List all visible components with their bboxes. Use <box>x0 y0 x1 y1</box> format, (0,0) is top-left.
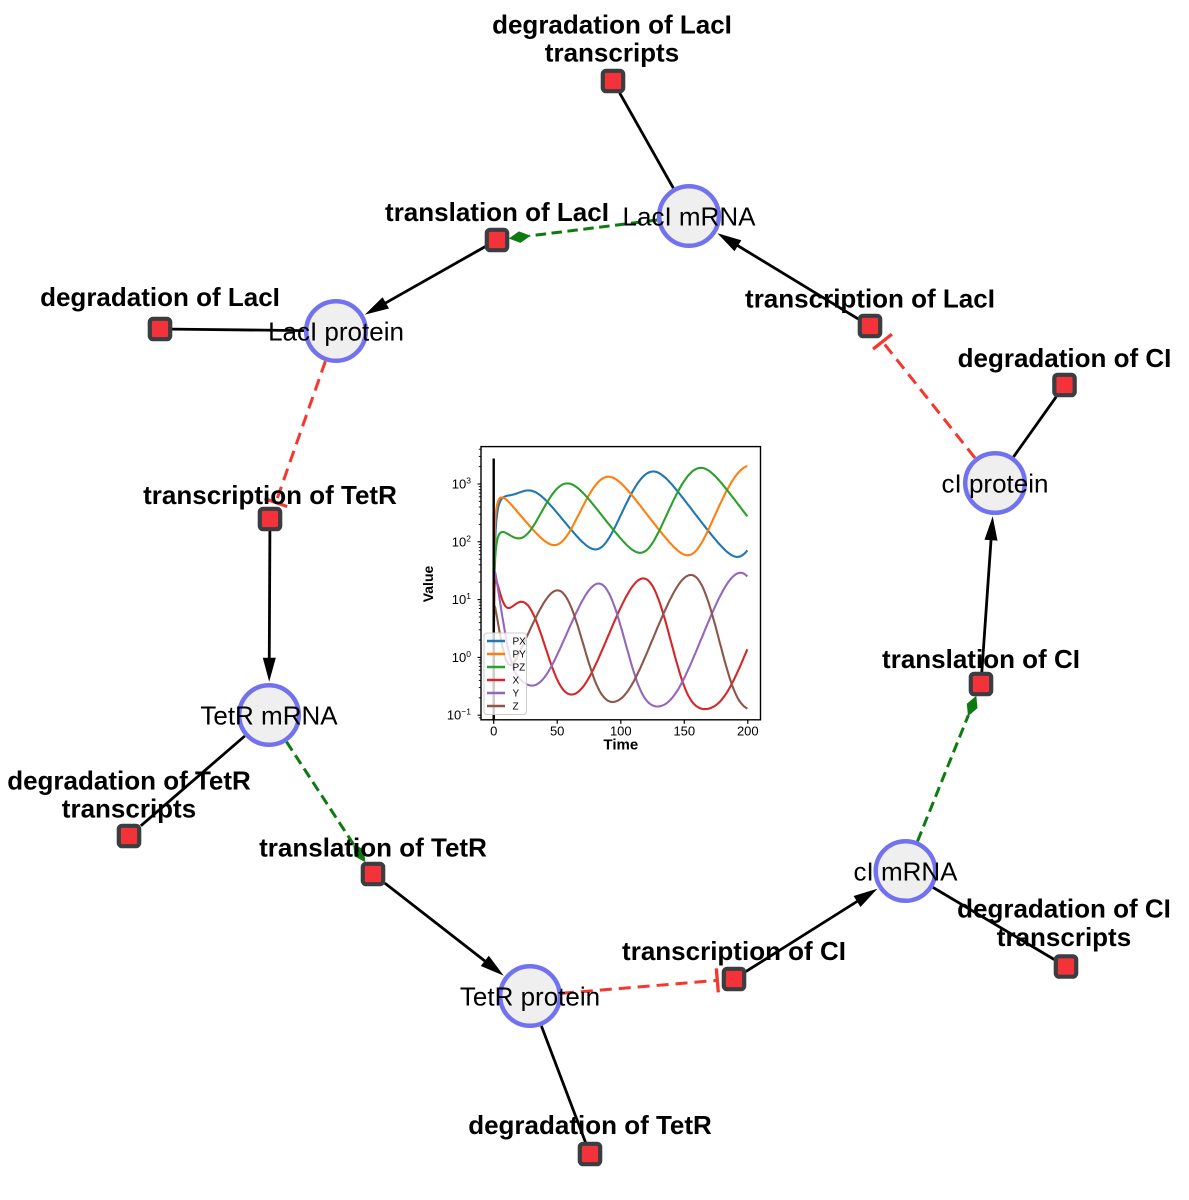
svg-text:translation of LacI: translation of LacI <box>385 197 609 227</box>
svg-text:Y: Y <box>513 689 520 700</box>
svg-text:102: 102 <box>452 533 471 549</box>
svg-text:translation of TetR: translation of TetR <box>259 833 487 863</box>
svg-text:PZ: PZ <box>513 663 526 674</box>
svg-text:degradation of CI: degradation of CI <box>958 343 1172 373</box>
svg-text:transcripts: transcripts <box>62 794 196 824</box>
svg-text:cI protein: cI protein <box>942 469 1049 499</box>
svg-text:transcription of LacI: transcription of LacI <box>745 284 995 314</box>
svg-text:10−1: 10−1 <box>447 707 471 723</box>
svg-text:transcripts: transcripts <box>997 922 1131 952</box>
svg-text:degradation of TetR: degradation of TetR <box>7 766 251 796</box>
svg-text:TetR mRNA: TetR mRNA <box>200 701 338 731</box>
svg-text:LacI protein: LacI protein <box>268 317 404 347</box>
svg-text:TetR protein: TetR protein <box>460 982 600 1012</box>
svg-text:X: X <box>513 676 520 687</box>
svg-text:101: 101 <box>452 591 471 607</box>
svg-text:LacI mRNA: LacI mRNA <box>623 202 757 232</box>
svg-text:degradation of LacI: degradation of LacI <box>492 10 732 40</box>
svg-text:Z: Z <box>513 702 519 713</box>
svg-text:degradation of TetR: degradation of TetR <box>468 1110 712 1140</box>
svg-text:103: 103 <box>452 476 471 492</box>
svg-text:PX: PX <box>513 637 527 648</box>
svg-text:50: 50 <box>550 723 564 738</box>
svg-text:translation of CI: translation of CI <box>882 644 1080 674</box>
svg-text:PY: PY <box>513 650 527 661</box>
svg-text:100: 100 <box>452 649 471 665</box>
svg-text:150: 150 <box>673 723 695 738</box>
svg-text:degradation of LacI: degradation of LacI <box>40 282 280 312</box>
svg-text:200: 200 <box>737 723 759 738</box>
svg-text:0: 0 <box>490 723 497 738</box>
svg-text:transcription of CI: transcription of CI <box>622 936 846 966</box>
svg-text:degradation of CI: degradation of CI <box>957 894 1171 924</box>
svg-text:Value: Value <box>420 566 436 603</box>
svg-text:Time: Time <box>603 737 638 754</box>
svg-text:transcription of TetR: transcription of TetR <box>143 480 397 510</box>
svg-text:100: 100 <box>610 723 632 738</box>
svg-text:transcripts: transcripts <box>545 38 679 68</box>
svg-text:cI mRNA: cI mRNA <box>854 857 959 887</box>
